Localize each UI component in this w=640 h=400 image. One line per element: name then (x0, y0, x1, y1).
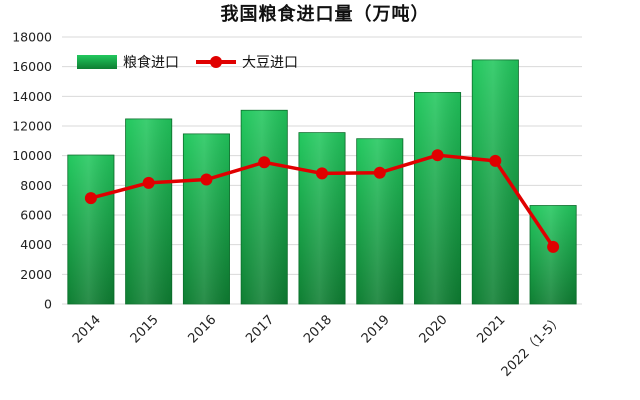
x-tick-label: 2019 (359, 312, 393, 346)
x-tick-label: 2016 (185, 312, 219, 346)
y-tick-label: 4000 (20, 237, 52, 252)
bar-highlight (298, 132, 346, 304)
x-tick-label: 2021 (474, 312, 508, 346)
line-point (200, 173, 213, 186)
y-tick-label: 6000 (20, 208, 52, 223)
line-point (258, 156, 271, 169)
x-tick-label: 2022（1-5） (499, 312, 566, 379)
line-series (84, 149, 560, 253)
line-point (547, 240, 560, 253)
y-tick-label: 8000 (20, 178, 52, 193)
chart-title: 我国粮食进口量（万吨） (221, 3, 430, 25)
bar-series (67, 59, 577, 305)
legend: 粮食进口 大豆进口 (77, 54, 298, 71)
x-tick-label: 2018 (301, 312, 335, 346)
bar-highlight (241, 110, 288, 304)
bar-highlight (414, 92, 461, 305)
x-axis-ticks: 2014 2015 2016 2017 2018 2019 2020 20212022（1-5… (70, 312, 566, 379)
line-point (431, 149, 444, 162)
line-point (142, 176, 155, 189)
legend-swatch-marker (210, 56, 222, 68)
x-tick-label: 2015 (128, 312, 162, 346)
line-point (489, 154, 502, 167)
y-axis-ticks: 0 2000 4000 6000 8000 10000 12000 14000 16000 180… (12, 30, 52, 312)
legend-label-line: 大豆进口 (242, 55, 298, 71)
y-tick-label: 10000 (12, 148, 52, 163)
y-tick-label: 14000 (12, 89, 52, 104)
line-point (316, 167, 328, 180)
legend-label-bar: 粮食进口 (123, 54, 179, 71)
legend-swatch-bar (77, 55, 117, 69)
y-tick-label: 16000 (12, 59, 52, 74)
y-tick-label: 18000 (12, 30, 52, 45)
bar-highlight (183, 133, 230, 304)
bar-highlight (125, 118, 172, 304)
x-tick-label: 2014 (70, 312, 104, 346)
y-tick-label: 2000 (20, 267, 52, 282)
line-point (84, 192, 97, 205)
bar-highlight (356, 138, 403, 304)
x-tick-label: 2017 (243, 312, 277, 346)
watermark: 头条 @期货小楷 (512, 371, 614, 388)
line-point (373, 166, 386, 179)
y-tick-label: 0 (44, 297, 52, 312)
bar-highlight (67, 155, 114, 304)
x-tick-label: 2020 (417, 312, 451, 346)
y-tick-label: 12000 (12, 119, 52, 134)
